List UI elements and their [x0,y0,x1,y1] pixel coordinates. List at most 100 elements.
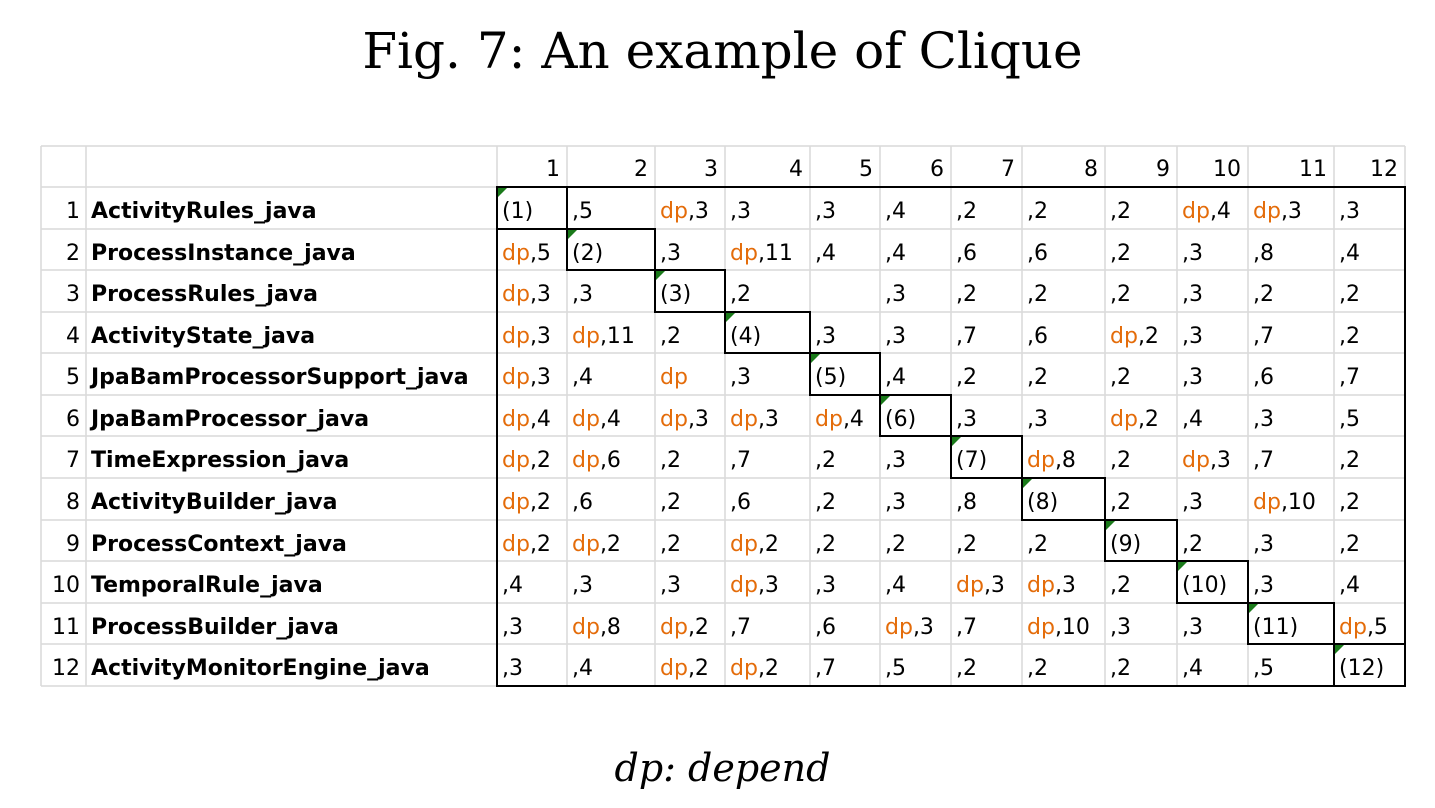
depend-marker: dp [572,532,600,557]
matrix-cell: ,3 [885,448,906,473]
depend-marker: dp [1182,448,1210,473]
depend-marker: dp [502,282,530,307]
matrix-cell: ,4 [1339,573,1360,598]
matrix-cell: ,2 [1110,199,1131,224]
matrix-cell: ,5 [1339,407,1360,432]
matrix-cell: dp,4 [572,407,621,432]
cell-value: ,5 [530,241,551,266]
cell-corner-marker [1249,604,1258,613]
matrix-cell: ,4 [572,656,593,681]
cell-value: ,3 [758,573,779,598]
cell-value: ,2 [1339,448,1360,473]
cell-value: ,2 [1110,365,1131,390]
matrix-cell: dp,3 [502,365,551,390]
depend-marker: dp [1110,407,1138,432]
cell-value: ,3 [1110,615,1131,640]
depend-marker: dp [572,615,600,640]
cell-value: ,3 [815,324,836,349]
matrix-cell: ,3 [502,615,523,640]
cell-value: ,3 [758,407,779,432]
cell-value: ,6 [730,490,751,515]
column-header: 4 [789,157,803,182]
matrix-cell: dp,2 [660,615,709,640]
matrix-cell: dp,5 [1339,615,1388,640]
cell-corner-marker [881,396,890,405]
cell-value: (11) [1253,615,1298,640]
matrix-cell: dp,3 [502,282,551,307]
matrix-cell: ,8 [956,490,977,515]
column-header: 9 [1156,157,1170,182]
cell-value: ,2 [688,656,709,681]
cell-value: (8) [1027,490,1058,515]
diagonal-box [1104,519,1178,562]
cell-value: ,7 [956,324,977,349]
depend-marker: dp [956,573,984,598]
matrix-cell: dp,3 [1253,199,1302,224]
cell-value: ,7 [815,656,836,681]
cell-value: ,2 [956,282,977,307]
cell-value: ,4 [1339,573,1360,598]
cell-value: ,3 [1253,573,1274,598]
matrix-cell: ,3 [660,573,681,598]
cell-value: ,7 [1253,448,1274,473]
cell-value: ,3 [572,282,593,307]
cell-value: ,3 [1182,615,1203,640]
column-header: 8 [1084,157,1098,182]
depend-marker: dp [502,241,530,266]
cell-value: ,4 [572,656,593,681]
depend-marker: dp [660,365,688,390]
matrix-cell: ,2 [1110,573,1131,598]
matrix-cell: ,3 [1253,532,1274,557]
depend-marker: dp [1253,199,1281,224]
depend-marker: dp [572,407,600,432]
cell-value: ,2 [1138,324,1159,349]
matrix-cell: ,2 [956,532,977,557]
row-index: 10 [52,573,80,598]
matrix-border [496,186,1406,687]
cell-value: ,3 [1281,199,1302,224]
cell-value: (2) [572,241,603,266]
matrix-cell: dp,2 [572,532,621,557]
matrix-cell: ,2 [815,448,836,473]
matrix-cell: dp,5 [502,241,551,266]
cell-value: ,3 [956,407,977,432]
cell-value: ,3 [572,573,593,598]
cell-corner-marker [568,230,577,239]
matrix-cell: ,4 [1182,407,1203,432]
cell-value: ,4 [1339,241,1360,266]
cell-value: ,2 [1138,407,1159,432]
matrix-cell: dp,4 [815,407,864,432]
matrix-cell: ,3 [1182,241,1203,266]
matrix-cell: ,7 [1253,448,1274,473]
matrix-cell: dp,3 [1182,448,1231,473]
cell-value: ,7 [730,448,751,473]
matrix-cell: dp,4 [1182,199,1231,224]
matrix-cell: ,7 [1253,324,1274,349]
matrix-cell: ,4 [502,573,523,598]
cell-value: ,3 [913,615,934,640]
matrix-cell: ,2 [660,324,681,349]
cell-value: ,2 [1110,490,1131,515]
matrix-cell: ,2 [660,532,681,557]
matrix-cell: ,6 [1253,365,1274,390]
matrix-cell: dp,3 [730,407,779,432]
row-name: ProcessContext_java [91,532,347,557]
matrix-cell: ,3 [1182,324,1203,349]
cell-value: ,3 [730,199,751,224]
cell-value: ,4 [600,407,621,432]
cell-value: ,4 [572,365,593,390]
depend-marker: dp [730,656,758,681]
cell-value: (9) [1110,532,1141,557]
matrix-cell: dp,3 [1027,573,1076,598]
column-header: 12 [1370,157,1398,182]
cell-value: ,3 [730,365,751,390]
cell-corner-marker [1023,479,1032,488]
cell-value: ,3 [984,573,1005,598]
cell-value: ,10 [1055,615,1090,640]
matrix-cell: ,2 [1110,448,1131,473]
matrix-cell: ,2 [1110,656,1131,681]
matrix-cell: ,2 [1027,656,1048,681]
cell-value: ,6 [1027,241,1048,266]
cell-value: ,3 [1182,241,1203,266]
depend-marker: dp [730,407,758,432]
